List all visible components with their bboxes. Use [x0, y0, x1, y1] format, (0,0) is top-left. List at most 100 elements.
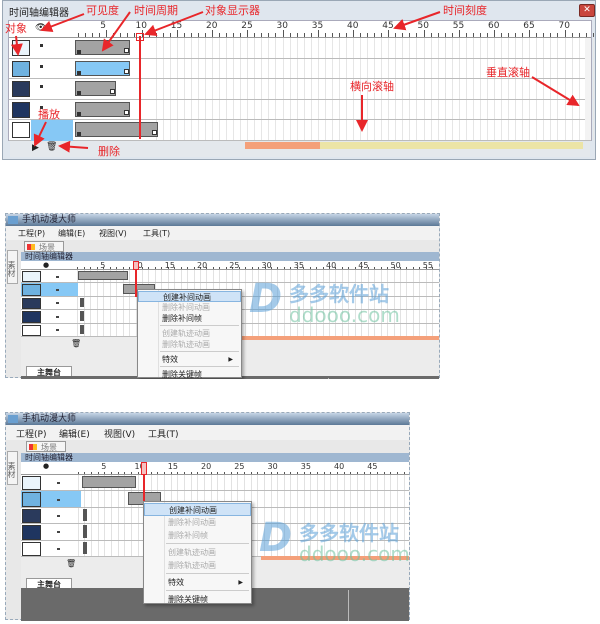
frame-cell[interactable] [164, 491, 166, 507]
playhead-handle[interactable] [136, 33, 144, 41]
frame-cell[interactable] [479, 99, 481, 119]
frame-cell[interactable] [430, 38, 432, 58]
frame-cell[interactable] [374, 58, 376, 78]
frame-cell[interactable] [219, 58, 221, 78]
frame-cell[interactable] [212, 79, 213, 99]
frame-cell[interactable] [444, 99, 446, 119]
frame-cell[interactable] [169, 79, 171, 99]
visibility-dot[interactable] [57, 498, 60, 501]
frame-cell[interactable] [250, 475, 252, 491]
frame-cell[interactable] [479, 58, 481, 78]
frame-cell[interactable] [419, 310, 421, 323]
frame-cell[interactable] [465, 99, 467, 119]
frame-cell[interactable] [290, 310, 292, 323]
frame-cell[interactable] [425, 270, 427, 283]
assets-side-tab[interactable]: 素材 [7, 451, 18, 485]
frame-cell[interactable] [303, 323, 305, 336]
frame-cell[interactable] [247, 99, 249, 119]
frame-cell[interactable] [219, 120, 221, 140]
frame-cell[interactable] [395, 38, 397, 58]
frame-cell[interactable] [226, 120, 228, 140]
menu-item[interactable]: 编辑(E) [59, 430, 90, 440]
frame-cell[interactable] [204, 79, 206, 99]
time-ruler[interactable]: ● 5 10 15 20 25 30 35 40 45 [21, 462, 409, 475]
frame-cell[interactable] [317, 99, 319, 119]
frame-cell[interactable] [282, 99, 284, 119]
frame-cell[interactable] [277, 270, 279, 283]
frame-cell[interactable] [177, 475, 179, 491]
frame-cell[interactable] [399, 296, 401, 310]
frame-cell[interactable] [402, 58, 404, 78]
frame-cell[interactable] [226, 38, 228, 58]
frame-cell[interactable] [571, 120, 573, 140]
frame-cell[interactable] [310, 475, 312, 491]
frame-cell[interactable] [345, 120, 347, 140]
frame-cell[interactable] [254, 38, 256, 58]
frame-cell[interactable] [387, 296, 389, 310]
frame-cell[interactable] [363, 524, 365, 540]
frame-cell[interactable] [380, 283, 382, 296]
frame-cell[interactable] [376, 524, 378, 540]
frame-cell[interactable] [356, 507, 358, 524]
object-thumbnail[interactable] [22, 508, 41, 524]
playhead-handle[interactable] [133, 261, 139, 270]
frame-cell[interactable] [116, 296, 118, 310]
frame-cell[interactable] [240, 79, 242, 99]
frame-cell[interactable] [387, 270, 389, 283]
frame-cell[interactable] [124, 524, 126, 540]
frame-cell[interactable] [190, 79, 192, 99]
frame-cell[interactable] [592, 79, 594, 99]
close-icon[interactable]: ✕ [579, 4, 595, 17]
frame-cell[interactable] [354, 270, 356, 283]
frame-cell[interactable] [290, 524, 292, 540]
frame-cell[interactable] [77, 323, 79, 336]
object-thumbnail[interactable] [22, 541, 41, 556]
frame-cell[interactable] [183, 38, 185, 58]
frame-cell[interactable] [543, 79, 545, 99]
frame-cell[interactable] [363, 491, 365, 507]
frame-cell[interactable] [219, 79, 221, 99]
frame-cell[interactable] [258, 270, 260, 283]
frame-cell[interactable] [233, 79, 235, 99]
frame-cell[interactable] [109, 323, 111, 336]
frame-cell[interactable] [354, 310, 356, 323]
frame-cell[interactable] [425, 323, 427, 336]
frame-cell[interactable] [508, 120, 510, 140]
frame-cell[interactable] [277, 524, 279, 540]
frame-cell[interactable] [310, 507, 312, 524]
frame-cell[interactable] [331, 120, 333, 140]
frame-cell[interactable] [223, 491, 225, 507]
frame-cell[interactable] [508, 38, 510, 58]
frame-cell[interactable] [361, 270, 363, 283]
frame-cell[interactable] [275, 99, 277, 119]
frame-cell[interactable] [303, 99, 305, 119]
frame-cell[interactable] [116, 310, 118, 323]
frame-cell[interactable] [323, 540, 325, 556]
frame-cell[interactable] [310, 524, 312, 540]
frame-cell[interactable] [277, 296, 279, 310]
frame-cell[interactable] [536, 99, 538, 119]
frame-cell[interactable] [380, 310, 382, 323]
frame-cell[interactable] [409, 38, 411, 58]
frame-cell[interactable] [135, 296, 137, 310]
frame-cell[interactable] [204, 491, 205, 507]
frame-cell[interactable] [380, 323, 382, 336]
eye-icon[interactable]: ● [43, 462, 50, 470]
frame-cell[interactable] [170, 491, 172, 507]
trash-icon[interactable]: 🗑 [66, 559, 77, 568]
frame-cell[interactable] [592, 38, 594, 58]
frame-cell[interactable] [331, 58, 333, 78]
frame-cell[interactable] [217, 475, 219, 491]
frame-cell[interactable] [97, 491, 99, 507]
frame-cell[interactable] [148, 270, 150, 283]
frame-cell[interactable] [303, 58, 305, 78]
frame-cell[interactable] [96, 310, 98, 323]
frame-cell[interactable] [402, 79, 404, 99]
frame-cell[interactable] [283, 491, 285, 507]
frame-cell[interactable] [399, 270, 401, 283]
frame-cell[interactable] [217, 491, 219, 507]
frame-cell[interactable] [388, 79, 390, 99]
frame-cell[interactable] [564, 99, 566, 119]
frame-cell[interactable] [360, 79, 362, 99]
frame-cell[interactable] [282, 58, 284, 78]
